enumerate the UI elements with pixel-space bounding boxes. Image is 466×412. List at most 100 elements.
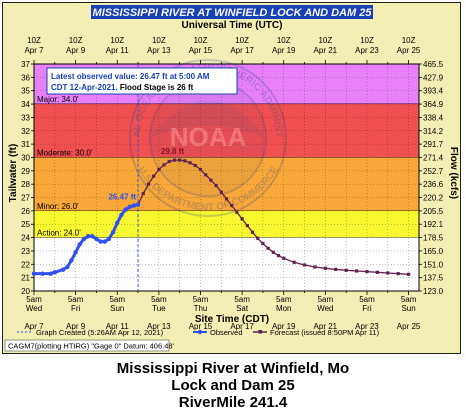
bottom-tick-date: Apr 19	[272, 322, 296, 331]
bottom-tick-date: Apr 11	[106, 322, 130, 331]
bottom-tick-date: Apr 21	[314, 322, 338, 331]
bottom-axis-title: Site Time (CDT)	[195, 314, 269, 325]
forecast-point	[204, 173, 208, 177]
bottom-tick-date: Apr 7	[24, 322, 44, 331]
watermark-outer-ring	[129, 59, 287, 217]
observed-point	[110, 230, 116, 235]
band-label-minor: Minor: 26.0'	[37, 202, 79, 211]
left-tick-label: 25	[21, 220, 30, 229]
top-tick-time: 10Z	[402, 36, 416, 45]
right-tick-label: 151.0	[423, 260, 444, 269]
bottom-tick-time: 5am	[26, 295, 42, 304]
bottom-tick-dow: Sun	[110, 304, 124, 313]
forecast-point	[198, 167, 203, 172]
left-axis-title: Tailwater (ft)	[8, 144, 19, 203]
bottom-tick-dow: Fri	[71, 304, 81, 313]
forecast-point	[256, 236, 260, 240]
left-tick-label: 22	[21, 260, 30, 269]
bottom-tick-time: 5am	[276, 295, 292, 304]
observed-point	[69, 258, 74, 263]
right-tick-label: 364.9	[423, 100, 444, 109]
observed-point	[98, 239, 103, 244]
bottom-tick-time: 5am	[401, 295, 417, 304]
left-tick-label: 20	[21, 287, 30, 296]
station-caption: Mississippi River at Winfield, Mo Lock a…	[0, 360, 466, 411]
left-tick-label: 24	[21, 234, 30, 243]
top-tick-date: Apr 7	[24, 46, 44, 55]
top-tick-time: 10Z	[110, 36, 124, 45]
info-box-bg	[46, 67, 238, 95]
forecast-point	[178, 158, 182, 162]
bottom-tick-date: Apr 23	[355, 322, 379, 331]
observed-point	[48, 271, 53, 276]
right-tick-label: 165.0	[423, 247, 444, 256]
watermark-noaa-text: NOAA	[170, 122, 247, 152]
top-tick-time: 10Z	[27, 36, 41, 45]
forecast-point	[313, 265, 317, 269]
forecast-peak-label: 29.8 ft	[161, 147, 184, 156]
forecast-point	[276, 254, 281, 258]
left-tick-label: 33	[21, 113, 30, 122]
plot-border	[33, 63, 420, 292]
observed-point	[81, 236, 87, 242]
bottom-tick-date: Apr 17	[230, 322, 254, 331]
observed-point	[123, 207, 128, 212]
top-tick-date: Apr 13	[147, 46, 171, 55]
right-tick-label: 205.5	[423, 207, 444, 216]
bottom-tick-date: Apr 15	[189, 322, 213, 331]
right-tick-label: 236.6	[423, 180, 444, 189]
forecast-point	[271, 250, 275, 254]
top-tick-time: 10Z	[152, 36, 166, 45]
legend-observed-marker	[197, 329, 203, 335]
legend-forecast-marker	[258, 330, 262, 334]
forecast-point	[292, 260, 296, 264]
left-tick-label: 26	[21, 207, 30, 216]
info-line-2: CDT 12-Apr-2021. Flood Stage is 26 ft	[51, 83, 194, 92]
latest-observation-box: Latest observed value: 26.47 ft at 5:00 …	[46, 67, 238, 95]
annotations: 26.47 ft 29.8 ft	[108, 64, 184, 291]
observed-latest-label: 26.47 ft	[108, 193, 136, 202]
right-tick-label: 137.5	[423, 274, 444, 283]
forecast-point	[406, 272, 411, 276]
top-tick-date: Apr 17	[230, 46, 254, 55]
left-tick-label: 37	[21, 60, 30, 69]
top-tick-time: 10Z	[194, 36, 208, 45]
right-tick-label: 291.7	[423, 140, 444, 149]
forecast-point	[235, 210, 239, 214]
forecast-point	[214, 183, 218, 188]
left-tick-label: 30	[21, 153, 30, 162]
top-tick-date: Apr 11	[106, 46, 130, 55]
forecast-point	[167, 159, 171, 164]
forecast-point	[224, 197, 229, 201]
observed-point	[85, 234, 91, 239]
observed-point	[106, 236, 112, 242]
right-tick-label: 252.7	[423, 167, 444, 176]
forecast-point	[261, 241, 265, 246]
observed-point	[52, 270, 58, 275]
left-axis: 20 21 22 23 24 25 26 27 28 29 30 31 32 33 34 35 36 37	[21, 60, 34, 296]
forecast-point	[282, 256, 286, 260]
top-tick-time: 10Z	[235, 36, 249, 45]
noaa-bird-icon	[150, 100, 266, 138]
top-tick-date: Apr 9	[66, 46, 86, 55]
forecast-point	[193, 163, 197, 168]
title-bar	[91, 5, 373, 19]
band-label-moderate: Moderate: 30.0'	[37, 148, 93, 157]
legend-graph-created: Graph Created (5:26AM Apr 12, 2021)	[36, 328, 164, 337]
top-tick-date: Apr 25	[397, 46, 421, 55]
forecast-point	[323, 266, 327, 270]
observed-point	[77, 242, 82, 247]
forecast-point	[141, 191, 145, 196]
left-tick-label: 32	[21, 127, 30, 136]
bottom-tick-time: 5am	[151, 295, 167, 304]
forecast-point	[209, 178, 213, 182]
observed-point	[73, 250, 78, 255]
observed-point	[60, 267, 66, 272]
footer-note-box	[4, 339, 170, 352]
forecast-point	[396, 272, 400, 276]
top-tick-time: 10Z	[277, 36, 291, 45]
forecast-point	[146, 182, 151, 186]
bottom-tick-time: 5am	[109, 295, 125, 304]
forecast-point	[344, 268, 348, 272]
bottom-tick-dow: Thu	[194, 304, 208, 313]
